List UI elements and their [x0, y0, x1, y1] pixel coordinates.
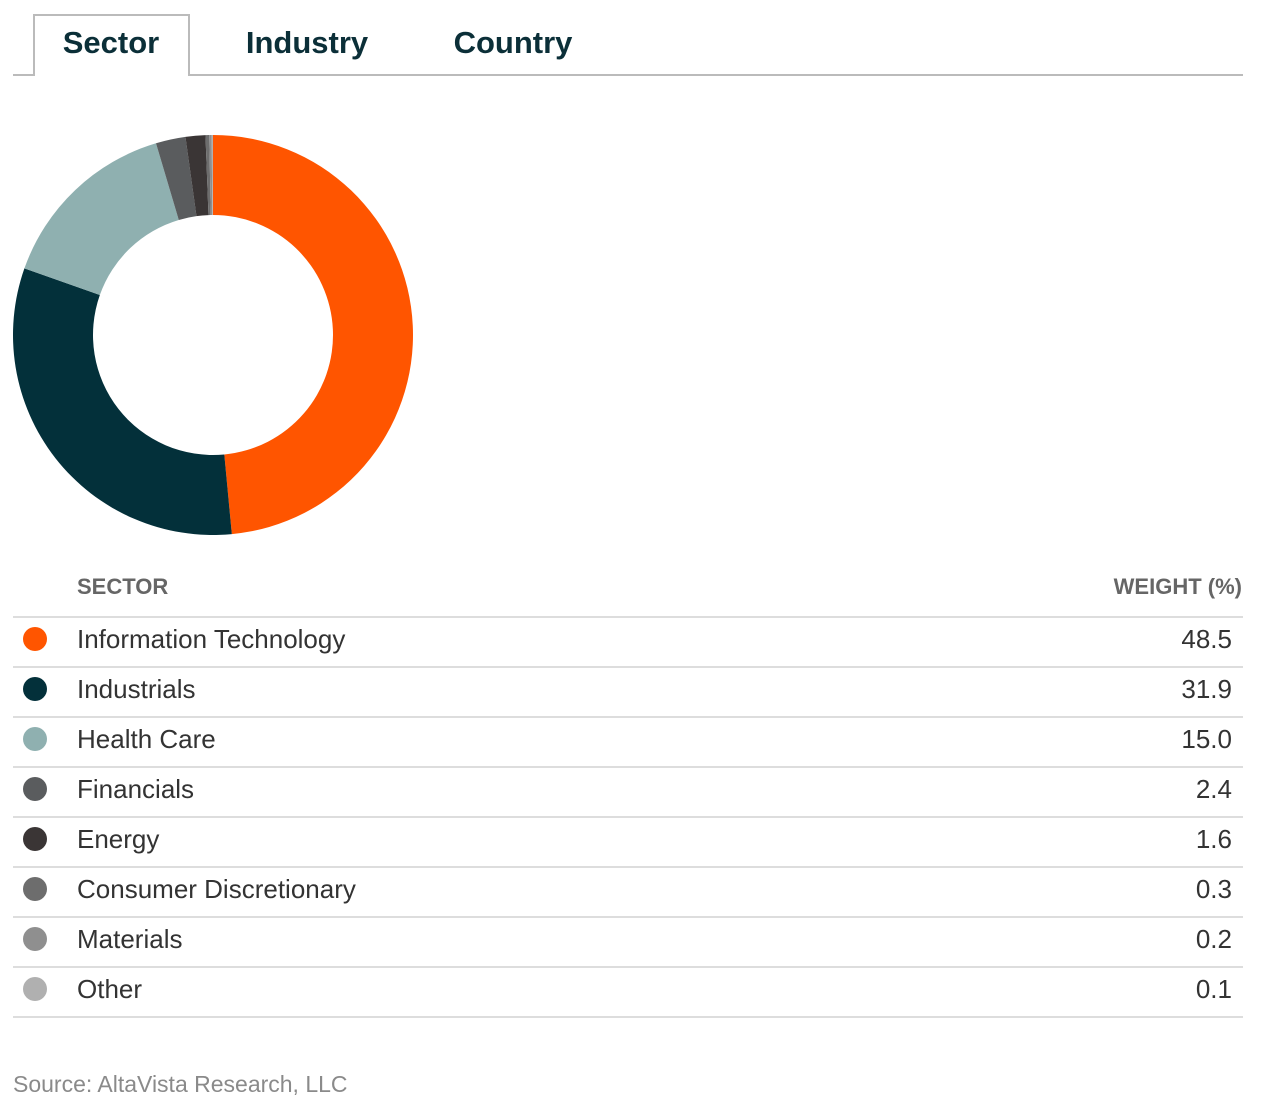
legend-dot — [23, 827, 47, 851]
pie-slice — [213, 135, 413, 535]
legend-dot — [23, 777, 47, 801]
row-label: Health Care — [77, 724, 216, 754]
pie-slice — [185, 135, 209, 217]
pie-slice — [211, 135, 213, 216]
row-label: Industrials — [77, 674, 196, 704]
table-header: SECTOR — [77, 574, 168, 599]
legend-dot — [23, 727, 47, 751]
tab[interactable]: Country — [454, 25, 574, 60]
row-value: 0.2 — [1196, 924, 1232, 954]
legend-dot — [23, 677, 47, 701]
row-value: 31.9 — [1181, 674, 1232, 704]
legend-dot — [23, 927, 47, 951]
pie-slice — [205, 135, 211, 216]
row-label: Consumer Discretionary — [77, 874, 356, 904]
row-label: Energy — [77, 824, 159, 854]
legend-dot — [23, 977, 47, 1001]
legend-dot — [23, 627, 47, 651]
pie-slice — [155, 136, 197, 220]
pie-slice — [209, 135, 213, 216]
pie-slice — [13, 268, 232, 535]
source-note: Source: AltaVista Research, LLC — [13, 1071, 348, 1097]
row-label: Financials — [77, 774, 194, 804]
pie-slice — [24, 143, 179, 296]
row-label: Information Technology — [77, 624, 345, 654]
row-value: 48.5 — [1181, 624, 1232, 654]
row-value: 0.1 — [1196, 974, 1232, 1004]
active-tab-box — [33, 14, 190, 75]
row-value: 2.4 — [1196, 774, 1232, 804]
legend-dot — [23, 877, 47, 901]
row-label: Materials — [77, 924, 182, 954]
tab[interactable]: Industry — [246, 25, 369, 60]
row-value: 1.6 — [1196, 824, 1232, 854]
row-value: 0.3 — [1196, 874, 1232, 904]
row-label: Other — [77, 974, 142, 1004]
table-header: WEIGHT (%) — [1114, 574, 1242, 599]
row-value: 15.0 — [1181, 724, 1232, 754]
tab[interactable]: Sector — [63, 25, 159, 60]
